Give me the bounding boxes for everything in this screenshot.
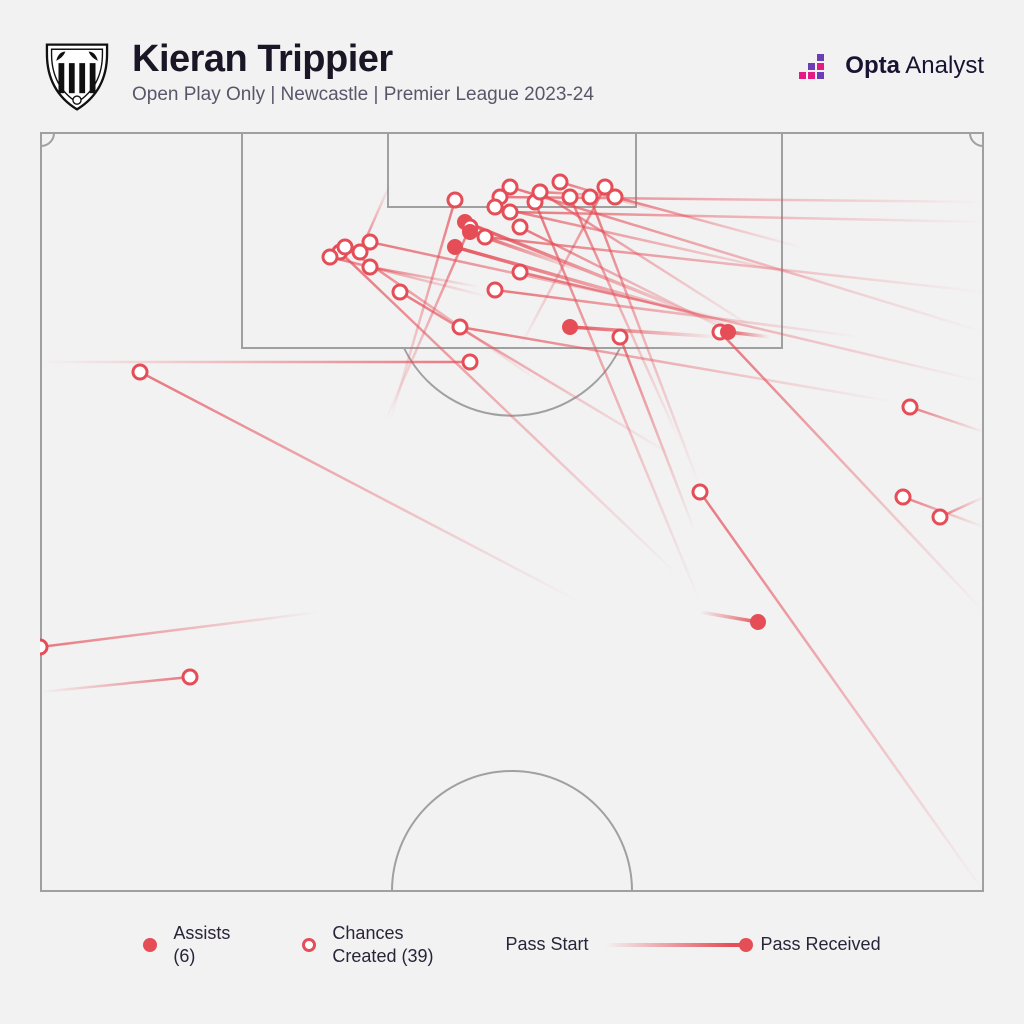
legend: Assists(6) ChancesCreated (39) Pass Star…: [40, 922, 984, 967]
chance-pass: [700, 492, 984, 892]
legend-pass-line: Pass Start Pass Received: [505, 933, 880, 956]
title-block: Kieran Trippier Open Play Only | Newcast…: [132, 40, 594, 106]
chance-marker: [896, 490, 910, 504]
chance-marker: [40, 640, 47, 654]
assist-pass: [700, 612, 758, 622]
chance-pass: [510, 187, 984, 332]
pass-gradient-icon: [605, 943, 745, 947]
assist-pass: [570, 327, 720, 337]
chance-marker: [553, 175, 567, 189]
chance-marker: [183, 670, 197, 684]
assist-marker: [562, 319, 578, 335]
chance-marker: [488, 200, 502, 214]
chance-marker: [363, 260, 377, 274]
header: Kieran Trippier Open Play Only | Newcast…: [40, 40, 984, 114]
legend-pass-start-label: Pass Start: [505, 933, 588, 956]
chance-marker: [338, 240, 352, 254]
legend-chances-label: ChancesCreated (39): [332, 922, 433, 967]
chance-marker: [513, 220, 527, 234]
chance-marker: [563, 190, 577, 204]
header-left: Kieran Trippier Open Play Only | Newcast…: [40, 40, 594, 114]
opta-logo-icon: [799, 48, 835, 84]
chance-marker: [393, 285, 407, 299]
chance-marker: [503, 180, 517, 194]
pitch-svg: [40, 132, 984, 892]
chance-marker: [903, 400, 917, 414]
legend-assists: Assists(6): [143, 922, 230, 967]
chance-marker: [448, 193, 462, 207]
subtitle: Open Play Only | Newcastle | Premier Lea…: [132, 84, 594, 106]
assist-marker: [447, 239, 463, 255]
chance-marker: [453, 320, 467, 334]
passes-layer: [40, 182, 984, 892]
chance-marker: [608, 190, 622, 204]
chance-marker: [323, 250, 337, 264]
chance-marker: [513, 265, 527, 279]
legend-chances: ChancesCreated (39): [302, 922, 433, 967]
pitch-chart: [40, 132, 984, 892]
chance-pass: [40, 677, 190, 692]
chance-marker: [503, 205, 517, 219]
chance-marker: [533, 185, 547, 199]
chance-pass: [720, 332, 984, 612]
chart-container: Kieran Trippier Open Play Only | Newcast…: [0, 0, 1024, 1024]
chance-marker: [463, 355, 477, 369]
chance-pass: [495, 290, 862, 337]
chance-marker: [933, 510, 947, 524]
chance-marker: [583, 190, 597, 204]
chance-marker: [353, 245, 367, 259]
team-crest-icon: [40, 40, 114, 114]
chance-marker: [693, 485, 707, 499]
assist-marker: [720, 324, 736, 340]
chance-pass: [520, 187, 605, 347]
legend-assists-label: Assists(6): [173, 922, 230, 967]
chance-pass: [390, 200, 455, 422]
chance-marker: [133, 365, 147, 379]
assist-marker: [750, 614, 766, 630]
chance-marker: [613, 330, 627, 344]
chance-pass: [140, 372, 580, 602]
chance-marker: [488, 283, 502, 297]
player-title: Kieran Trippier: [132, 40, 594, 80]
legend-pass-received-label: Pass Received: [761, 933, 881, 956]
chance-pass: [40, 612, 320, 647]
opta-logo-text: Opta Analyst: [845, 52, 984, 80]
hollow-marker-icon: [302, 938, 316, 952]
filled-marker-icon: [143, 938, 157, 952]
assist-marker: [462, 224, 478, 240]
chance-pass: [910, 407, 984, 432]
chance-marker: [478, 230, 492, 244]
opta-logo: Opta Analyst: [799, 48, 984, 84]
